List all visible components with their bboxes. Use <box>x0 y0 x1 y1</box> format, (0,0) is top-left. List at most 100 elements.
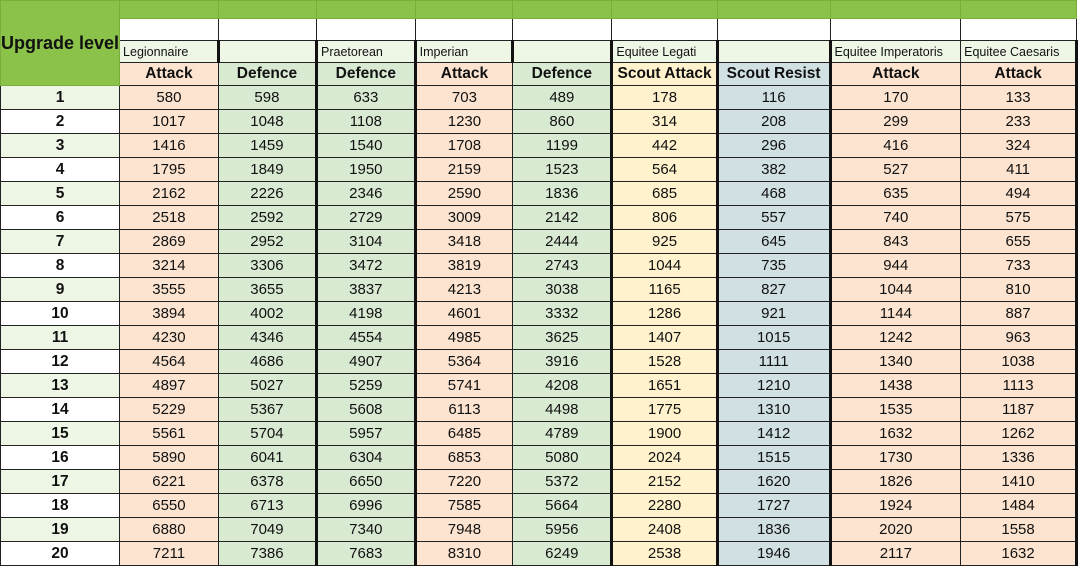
value-cell[interactable]: 921 <box>715 301 831 326</box>
value-cell[interactable]: 1038 <box>960 349 1078 374</box>
value-cell[interactable]: 1484 <box>960 493 1078 518</box>
value-cell[interactable]: 1407 <box>610 325 718 350</box>
unit-name-cell[interactable]: Equitee Legati <box>610 40 718 63</box>
unit-name-cell[interactable] <box>216 40 318 63</box>
value-cell[interactable]: 645 <box>715 229 831 254</box>
value-cell[interactable]: 1410 <box>960 469 1078 494</box>
value-cell[interactable]: 442 <box>610 133 718 158</box>
value-cell[interactable]: 6880 <box>119 517 219 542</box>
value-cell[interactable]: 3894 <box>119 301 219 326</box>
value-cell[interactable]: 3655 <box>217 277 318 302</box>
value-cell[interactable]: 6113 <box>413 397 514 422</box>
value-cell[interactable]: 5741 <box>413 373 514 398</box>
value-cell[interactable]: 5027 <box>217 373 318 398</box>
value-cell[interactable]: 4564 <box>119 349 219 374</box>
value-cell[interactable]: 494 <box>960 181 1078 206</box>
value-cell[interactable]: 5372 <box>512 469 613 494</box>
value-cell[interactable]: 2346 <box>315 181 416 206</box>
value-cell[interactable]: 557 <box>715 205 831 230</box>
value-cell[interactable]: 1730 <box>828 445 962 470</box>
unit-name-cell[interactable]: Equitee Caesaris <box>960 40 1078 63</box>
unit-name-cell[interactable] <box>511 40 613 63</box>
value-cell[interactable]: 575 <box>960 205 1078 230</box>
value-cell[interactable]: 2408 <box>610 517 718 542</box>
value-cell[interactable]: 4213 <box>413 277 514 302</box>
value-cell[interactable]: 170 <box>828 85 962 110</box>
level-cell[interactable]: 12 <box>0 349 121 374</box>
level-cell[interactable]: 7 <box>0 229 121 254</box>
level-cell[interactable]: 16 <box>0 445 121 470</box>
value-cell[interactable]: 6550 <box>119 493 219 518</box>
header-band-cell[interactable] <box>829 0 962 19</box>
level-cell[interactable]: 5 <box>0 181 121 206</box>
value-cell[interactable]: 324 <box>960 133 1078 158</box>
value-cell[interactable]: 489 <box>512 85 613 110</box>
value-cell[interactable]: 733 <box>960 253 1078 278</box>
stat-header-cell[interactable]: Scout Resist <box>715 62 831 86</box>
value-cell[interactable]: 527 <box>828 157 962 182</box>
blank-cell[interactable] <box>414 18 514 41</box>
unit-name-cell[interactable] <box>715 40 831 63</box>
value-cell[interactable]: 6650 <box>315 469 416 494</box>
value-cell[interactable]: 810 <box>960 277 1078 302</box>
value-cell[interactable]: 1210 <box>715 373 831 398</box>
value-cell[interactable]: 3472 <box>315 253 416 278</box>
value-cell[interactable]: 3819 <box>413 253 514 278</box>
value-cell[interactable]: 6041 <box>217 445 318 470</box>
value-cell[interactable]: 1620 <box>715 469 831 494</box>
value-cell[interactable]: 580 <box>119 85 219 110</box>
stat-header-cell[interactable]: Defence <box>217 62 318 86</box>
value-cell[interactable]: 3214 <box>119 253 219 278</box>
blank-cell[interactable] <box>829 18 962 41</box>
value-cell[interactable]: 1113 <box>960 373 1078 398</box>
value-cell[interactable]: 740 <box>828 205 962 230</box>
value-cell[interactable]: 5259 <box>315 373 416 398</box>
value-cell[interactable]: 4230 <box>119 325 219 350</box>
stat-header-cell[interactable]: Defence <box>512 62 613 86</box>
level-cell[interactable]: 3 <box>0 133 121 158</box>
value-cell[interactable]: 1459 <box>217 133 318 158</box>
value-cell[interactable]: 1242 <box>828 325 962 350</box>
value-cell[interactable]: 1632 <box>828 421 962 446</box>
value-cell[interactable]: 827 <box>715 277 831 302</box>
value-cell[interactable]: 3332 <box>512 301 613 326</box>
value-cell[interactable]: 633 <box>315 85 416 110</box>
level-cell[interactable]: 6 <box>0 205 121 230</box>
value-cell[interactable]: 7220 <box>413 469 514 494</box>
value-cell[interactable]: 1795 <box>119 157 219 182</box>
blank-cell[interactable] <box>316 18 416 41</box>
value-cell[interactable]: 1187 <box>960 397 1078 422</box>
level-cell[interactable]: 4 <box>0 157 121 182</box>
value-cell[interactable]: 382 <box>715 157 831 182</box>
value-cell[interactable]: 1111 <box>715 349 831 374</box>
value-cell[interactable]: 2590 <box>413 181 514 206</box>
value-cell[interactable]: 5229 <box>119 397 219 422</box>
value-cell[interactable]: 4346 <box>217 325 318 350</box>
value-cell[interactable]: 1230 <box>413 109 514 134</box>
value-cell[interactable]: 1528 <box>610 349 718 374</box>
value-cell[interactable]: 1165 <box>610 277 718 302</box>
blank-cell[interactable] <box>716 18 831 41</box>
value-cell[interactable]: 944 <box>828 253 962 278</box>
value-cell[interactable]: 5957 <box>315 421 416 446</box>
unit-name-cell[interactable]: Praetorean <box>315 40 416 63</box>
value-cell[interactable]: 4002 <box>217 301 318 326</box>
header-band-cell[interactable] <box>960 0 1077 19</box>
value-cell[interactable]: 4498 <box>512 397 613 422</box>
value-cell[interactable]: 3038 <box>512 277 613 302</box>
value-cell[interactable]: 296 <box>715 133 831 158</box>
value-cell[interactable]: 208 <box>715 109 831 134</box>
value-cell[interactable]: 299 <box>828 109 962 134</box>
value-cell[interactable]: 2869 <box>119 229 219 254</box>
blank-cell[interactable] <box>611 18 718 41</box>
header-band-cell[interactable] <box>414 0 514 19</box>
blank-cell[interactable] <box>960 18 1077 41</box>
value-cell[interactable]: 5664 <box>512 493 613 518</box>
unit-name-cell[interactable]: Imperian <box>413 40 514 63</box>
level-cell[interactable]: 19 <box>0 517 121 542</box>
level-cell[interactable]: 13 <box>0 373 121 398</box>
value-cell[interactable]: 3009 <box>413 205 514 230</box>
value-cell[interactable]: 5608 <box>315 397 416 422</box>
value-cell[interactable]: 2142 <box>512 205 613 230</box>
value-cell[interactable]: 1044 <box>610 253 718 278</box>
